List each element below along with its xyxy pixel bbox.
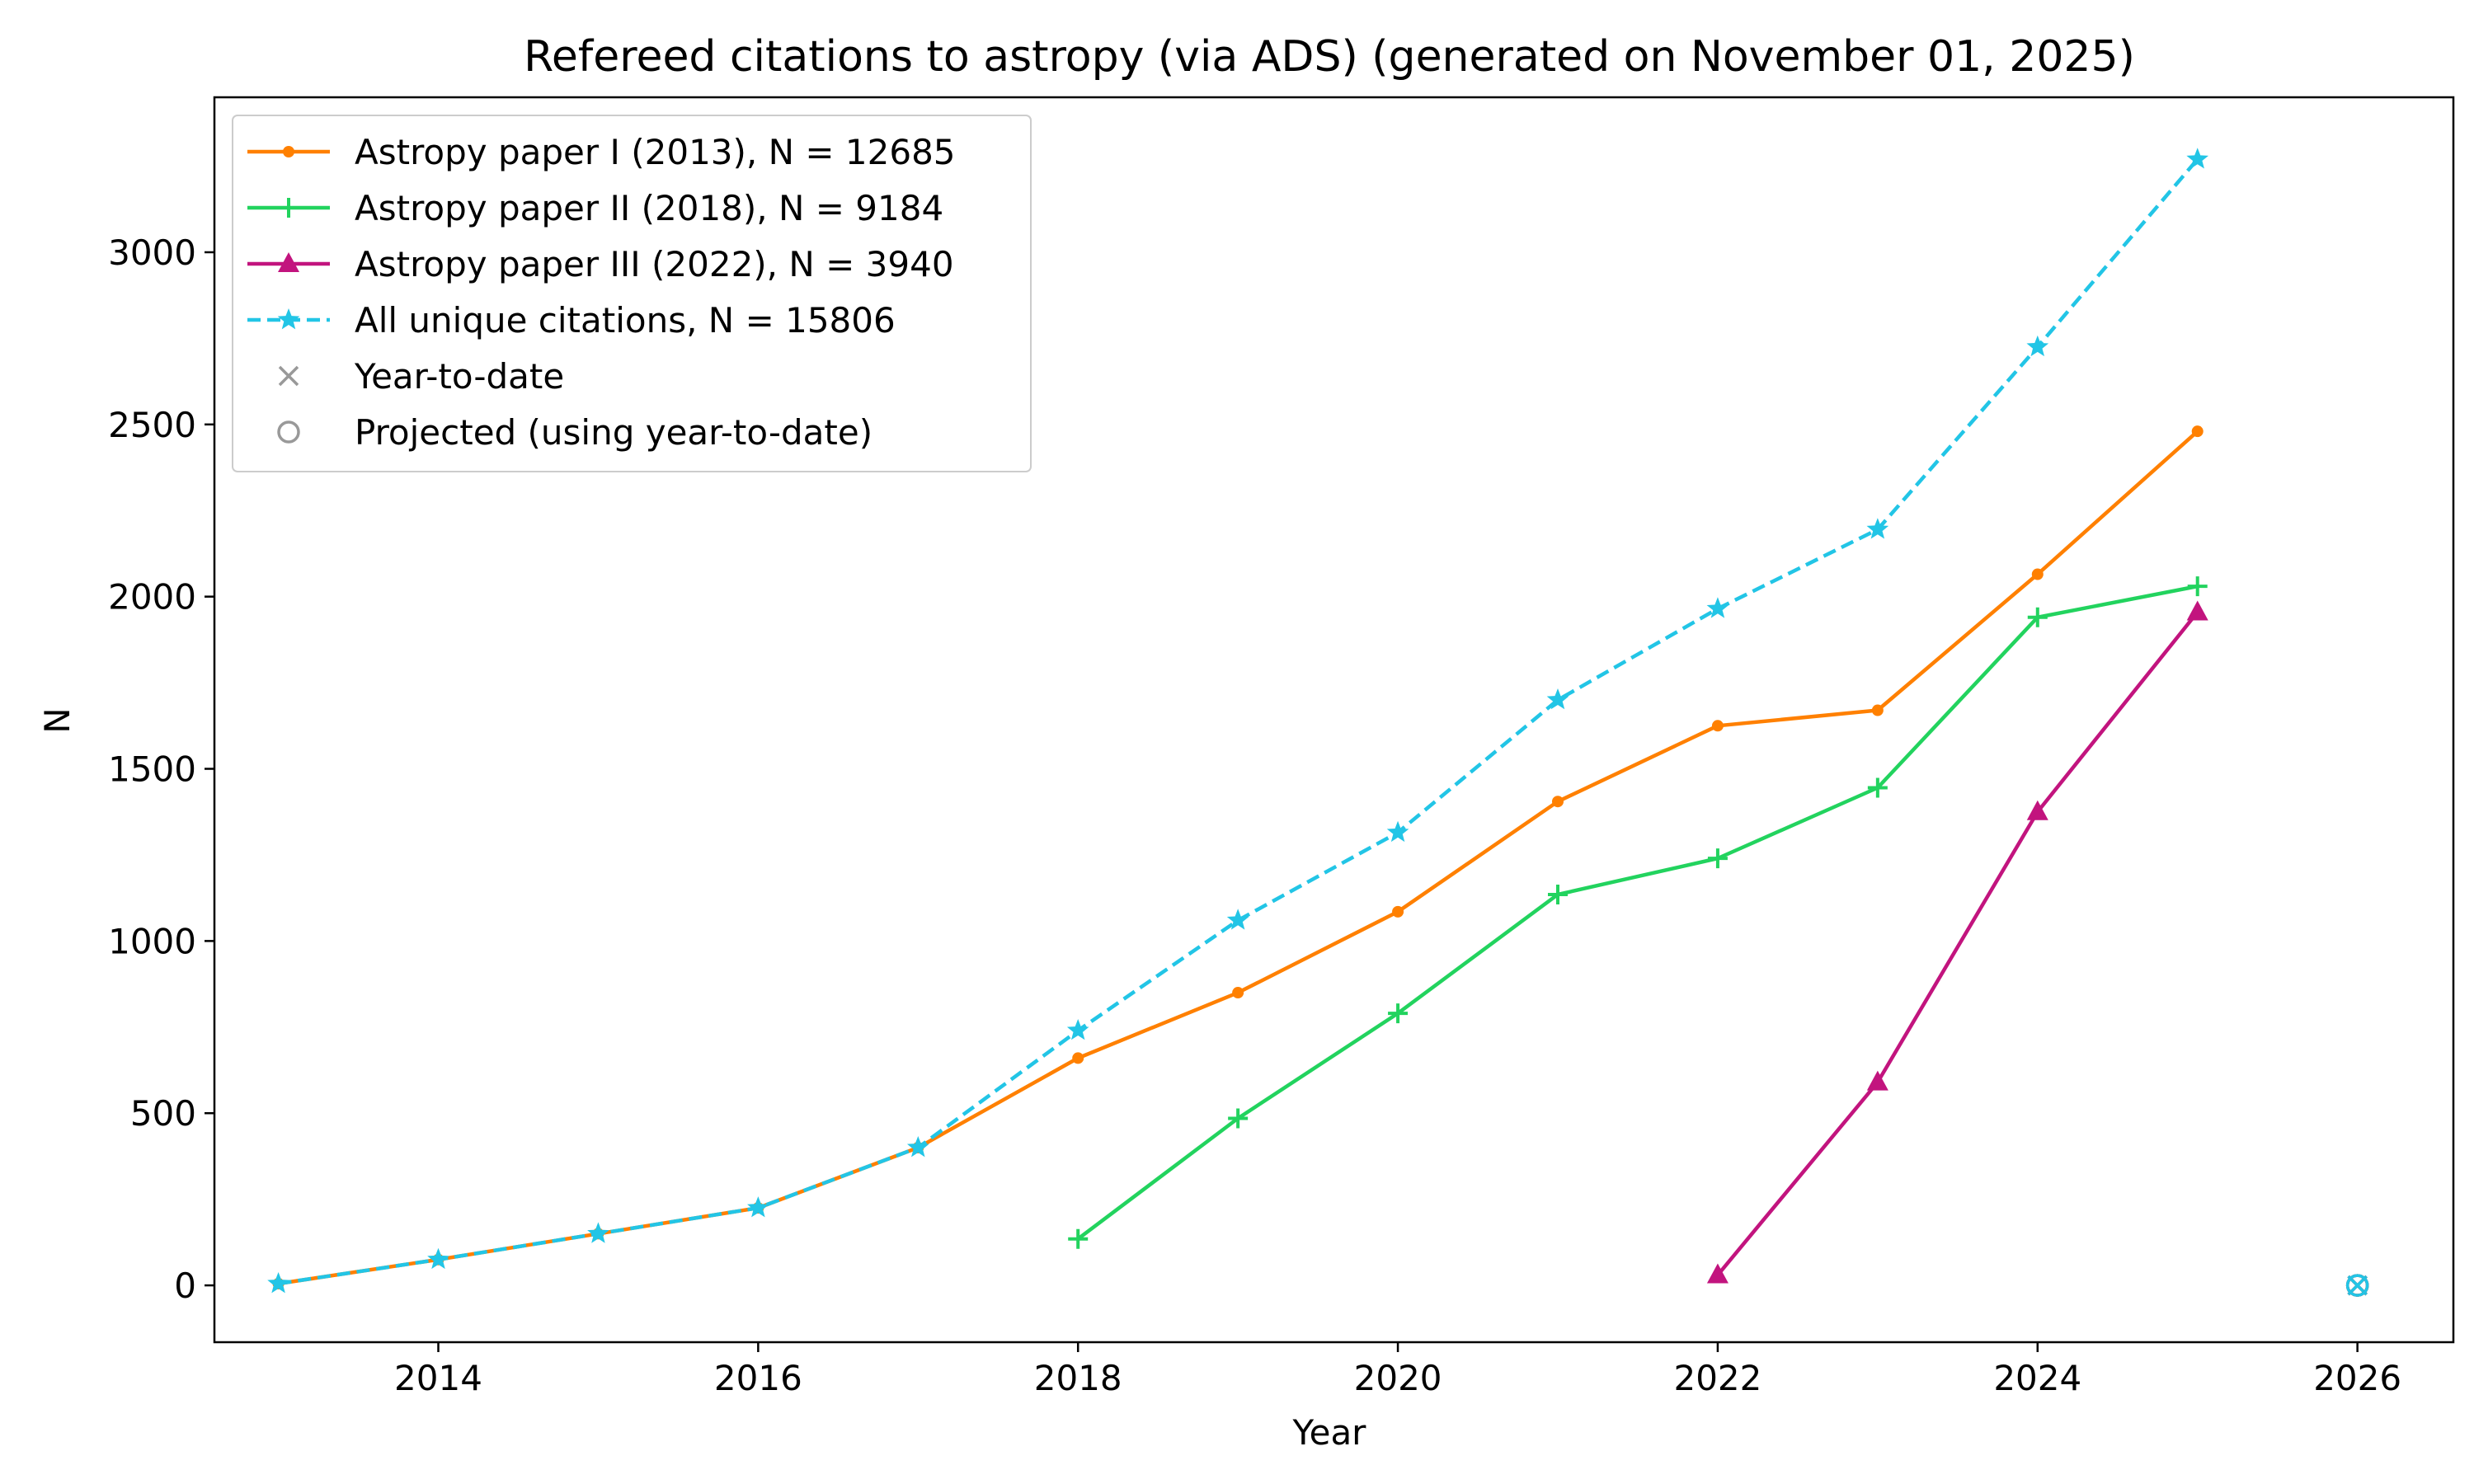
legend-label: Year-to-date [354, 356, 564, 397]
legend-item: Year-to-date [278, 356, 564, 397]
legend-marker [279, 198, 299, 218]
data-point [2031, 568, 2044, 580]
data-point [2187, 576, 2208, 597]
legend-item: Astropy paper II (2018), N = 9184 [247, 188, 943, 228]
data-point [267, 1271, 289, 1294]
legend-item: Astropy paper I (2013), N = 12685 [247, 132, 956, 172]
data-point [1866, 1070, 1888, 1091]
legend-marker [277, 420, 300, 444]
series-line [1075, 584, 2199, 1241]
data-point [1386, 820, 1409, 843]
data-point [2191, 425, 2204, 438]
data-point [1866, 518, 1889, 539]
data-point [2186, 600, 2208, 621]
data-point [1552, 796, 1564, 808]
x-tick-label: 2024 [1993, 1358, 2081, 1398]
data-point [1707, 848, 1728, 869]
data-point [1867, 777, 1888, 798]
data-point [1871, 704, 1884, 716]
data-point [1711, 720, 1724, 732]
x-tick-label: 2026 [2313, 1358, 2401, 1398]
y-tick-label: 2500 [108, 405, 196, 445]
series-3 [1706, 600, 2208, 1284]
x-tick-label: 2016 [714, 1358, 802, 1398]
data-point [2186, 148, 2209, 169]
y-tick-label: 0 [174, 1266, 196, 1306]
data-point [1072, 1052, 1084, 1064]
legend-marker [278, 365, 299, 387]
data-point [1388, 1003, 1409, 1024]
plot-area: 2014 2016 2018 2020 2022 2024 2026 0 500 1000 1500… [108, 96, 2455, 1398]
data-point [427, 1247, 449, 1270]
y-tick-label: 1000 [108, 921, 196, 961]
legend: Astropy paper I (2013), N = 12685 Astropy… [232, 115, 1032, 472]
data-point [906, 1136, 929, 1158]
plot-frame [213, 96, 2455, 1344]
x-tick-label: 2018 [1034, 1358, 1122, 1398]
chart-title: Refereed citations to astropy (via ADS) … [524, 32, 2135, 82]
legend-item: Astropy paper III (2022), N = 3940 [247, 244, 954, 284]
series-line [1715, 610, 2199, 1277]
legend-item: Projected (using year-to-date) [277, 412, 872, 453]
data-point [1066, 1018, 1089, 1040]
data-point [1068, 1228, 1089, 1249]
legend-label: Astropy paper I (2013), N = 12685 [355, 132, 956, 172]
y-tick-label: 3000 [108, 232, 196, 273]
series-2 [1068, 576, 2208, 1249]
data-point [1548, 884, 1568, 904]
legend-marker [277, 308, 300, 330]
data-point [747, 1196, 769, 1218]
data-point [1706, 597, 1729, 618]
series-4 [267, 148, 2209, 1294]
data-point [2026, 335, 2049, 357]
x-tick-label: 2022 [1673, 1358, 1761, 1398]
data-point [1228, 1108, 1249, 1129]
projected-point [2345, 1274, 2369, 1297]
x-tick-label: 2014 [394, 1358, 482, 1398]
y-tick-label: 2000 [108, 577, 196, 618]
x-tick-label: 2020 [1354, 1358, 1442, 1398]
y-tick-label: 500 [130, 1093, 196, 1134]
data-point [587, 1222, 609, 1243]
legend-label: Astropy paper II (2018), N = 9184 [355, 188, 943, 228]
legend-marker [278, 252, 299, 272]
legend-marker [283, 146, 294, 157]
y-axis-label: N [37, 707, 78, 733]
data-point [2026, 800, 2048, 820]
data-point [2027, 607, 2048, 627]
x-axis-label: Year [1292, 1412, 1367, 1453]
data-point [1706, 1263, 1729, 1284]
y-tick-label: 1500 [108, 749, 196, 790]
data-point [1546, 688, 1569, 710]
data-point [1226, 909, 1249, 930]
data-point [1392, 905, 1404, 918]
legend-label: Projected (using year-to-date) [355, 412, 872, 453]
legend-label: All unique citations, N = 15806 [355, 300, 896, 340]
data-point [1232, 987, 1244, 999]
legend-label: Astropy paper III (2022), N = 3940 [355, 244, 954, 284]
legend-box [232, 115, 1032, 472]
legend-item: All unique citations, N = 15806 [247, 300, 896, 340]
